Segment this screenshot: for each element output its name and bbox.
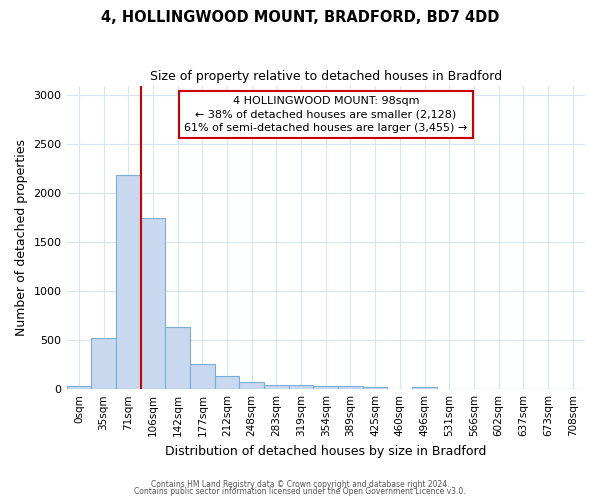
Text: 4, HOLLINGWOOD MOUNT, BRADFORD, BD7 4DD: 4, HOLLINGWOOD MOUNT, BRADFORD, BD7 4DD xyxy=(101,10,499,25)
Bar xyxy=(67,386,91,389)
Bar xyxy=(313,386,338,389)
Bar xyxy=(116,174,140,389)
Bar xyxy=(215,376,239,389)
Bar xyxy=(338,386,363,389)
Bar xyxy=(264,386,289,389)
Text: 4 HOLLINGWOOD MOUNT: 98sqm
← 38% of detached houses are smaller (2,128)
61% of s: 4 HOLLINGWOOD MOUNT: 98sqm ← 38% of deta… xyxy=(184,96,467,132)
Bar xyxy=(190,364,215,389)
Title: Size of property relative to detached houses in Bradford: Size of property relative to detached ho… xyxy=(150,70,502,83)
X-axis label: Distribution of detached houses by size in Bradford: Distribution of detached houses by size … xyxy=(165,444,487,458)
Y-axis label: Number of detached properties: Number of detached properties xyxy=(15,139,28,336)
Bar xyxy=(140,218,165,389)
Bar xyxy=(363,386,388,389)
Bar xyxy=(239,382,264,389)
Text: Contains public sector information licensed under the Open Government Licence v3: Contains public sector information licen… xyxy=(134,487,466,496)
Bar xyxy=(165,327,190,389)
Bar xyxy=(289,386,313,389)
Bar xyxy=(91,338,116,389)
Text: Contains HM Land Registry data © Crown copyright and database right 2024.: Contains HM Land Registry data © Crown c… xyxy=(151,480,449,489)
Bar xyxy=(412,386,437,389)
